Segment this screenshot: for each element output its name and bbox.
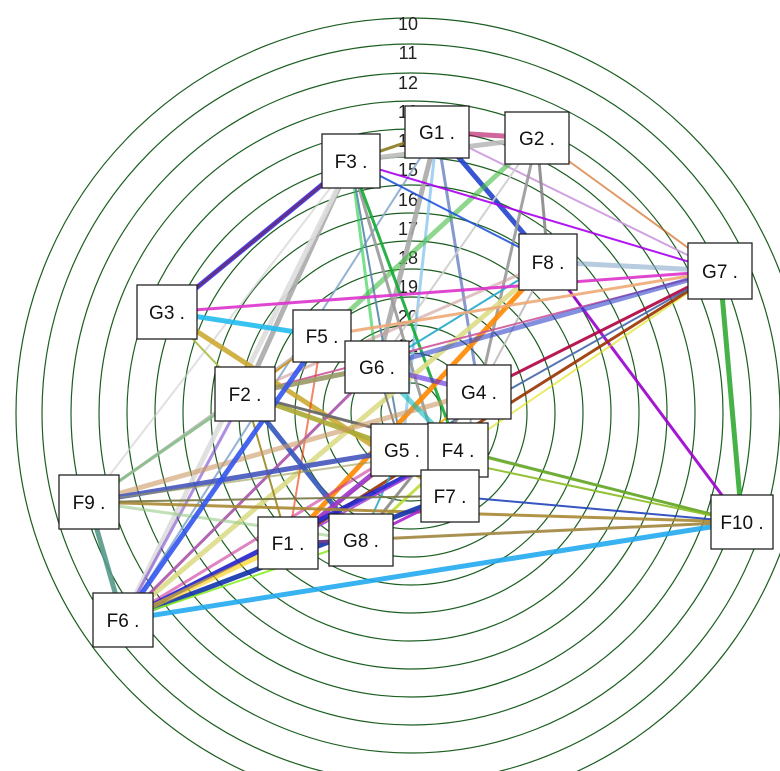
edge-f10-f6 xyxy=(120,519,745,623)
node-f7[interactable]: F7 . xyxy=(420,469,480,523)
node-f4[interactable]: F4 . xyxy=(427,422,489,478)
ring-3 xyxy=(98,100,724,726)
node-box xyxy=(446,364,512,420)
node-box xyxy=(687,242,753,300)
node-label: G8 . xyxy=(343,531,379,552)
edge-f2-f6 xyxy=(121,392,247,622)
node-box xyxy=(58,474,120,530)
node-label: G7 . xyxy=(702,262,738,283)
edge-g1-g4 xyxy=(435,130,481,394)
ring-label-10: 10 xyxy=(398,14,418,34)
edge-g4-f9 xyxy=(86,389,482,505)
node-label: F8 . xyxy=(532,253,565,274)
node-f6[interactable]: F6 . xyxy=(92,592,154,648)
node-f2[interactable]: F2 . xyxy=(214,366,276,422)
node-label: F9 . xyxy=(73,493,106,514)
node-label: G1 . xyxy=(419,123,455,144)
ring-label-16: 16 xyxy=(398,190,418,210)
node-box xyxy=(344,340,410,394)
node-f10[interactable]: F10 . xyxy=(710,494,774,550)
edge-g7-f4 xyxy=(457,270,721,451)
ring-label-11: 11 xyxy=(399,43,418,63)
node-box xyxy=(292,309,352,363)
node-g8[interactable]: G8 . xyxy=(328,513,394,567)
edge-g8-f6 xyxy=(122,539,362,621)
node-f8[interactable]: F8 . xyxy=(518,233,578,291)
nodes: G1 . G2 . F3 . F8 . G7 . G3 . F5 . G6 . F2 . G4 .… xyxy=(58,105,774,648)
node-label: F4 . xyxy=(442,441,475,462)
edge-g3-g7 xyxy=(165,269,722,314)
node-label: G6 . xyxy=(359,358,395,379)
edge-f3-f9 xyxy=(88,160,352,503)
node-label: F1 . xyxy=(272,534,305,555)
node-g1[interactable]: G1 . xyxy=(404,105,470,159)
edge-g1-g7 xyxy=(436,131,721,272)
node-box xyxy=(328,513,394,567)
node-box xyxy=(257,516,319,570)
ring-6 xyxy=(182,184,640,642)
edge-g2-g4 xyxy=(477,136,539,394)
node-label: G2 . xyxy=(519,129,555,150)
node-g3[interactable]: G3 . xyxy=(136,284,198,340)
ring-label-19: 19 xyxy=(398,277,418,297)
node-f1[interactable]: F1 . xyxy=(257,516,319,570)
node-box xyxy=(136,284,198,340)
ring-2 xyxy=(70,72,752,754)
node-box xyxy=(214,366,276,422)
edge-f3-g7 xyxy=(350,160,721,272)
node-label: F5 . xyxy=(306,327,339,348)
node-box xyxy=(404,105,470,159)
ring-label-12: 12 xyxy=(398,73,418,93)
node-box xyxy=(710,494,774,550)
node-box xyxy=(420,469,480,523)
node-f3[interactable]: F3 . xyxy=(321,133,381,189)
node-box xyxy=(504,111,570,165)
edge-f9-f7 xyxy=(88,495,451,503)
node-label: F10 . xyxy=(720,513,763,534)
node-label: F7 . xyxy=(434,487,467,508)
node-label: G4 . xyxy=(461,383,497,404)
ring-7 xyxy=(210,212,612,614)
edge-g6-f6 xyxy=(121,365,379,622)
node-label: G3 . xyxy=(149,303,185,324)
edge-g5-f9 xyxy=(86,447,405,505)
node-box xyxy=(92,592,154,648)
edge-g7-g4 xyxy=(477,269,722,394)
node-f9[interactable]: F9 . xyxy=(58,474,120,530)
edge-g2-f5 xyxy=(319,135,540,339)
edge-f6-f5 xyxy=(120,333,325,623)
edge-g1-f6 xyxy=(122,131,438,621)
node-label: F3 . xyxy=(335,152,368,173)
ring-0 xyxy=(15,17,780,771)
ring-1 xyxy=(41,43,780,771)
edge-g7-g6 xyxy=(374,268,723,370)
ring-label-15: 15 xyxy=(398,160,418,180)
node-g7[interactable]: G7 . xyxy=(687,242,753,300)
edge-f8-f10 xyxy=(546,260,744,524)
edge-f4-f10 xyxy=(456,448,744,524)
edge-f7-f10 xyxy=(449,495,743,523)
node-g4[interactable]: G4 . xyxy=(446,364,512,420)
node-label: G5 . xyxy=(384,441,420,462)
edge-g1-g6 xyxy=(374,129,440,370)
node-box xyxy=(370,423,434,477)
node-box xyxy=(321,133,381,189)
edge-g7-f5 xyxy=(320,269,722,338)
edge-g2-g6 xyxy=(376,137,538,368)
edge-f3-g6 xyxy=(349,159,379,369)
node-g5[interactable]: G5 . xyxy=(370,423,434,477)
node-box xyxy=(518,233,578,291)
node-label: F6 . xyxy=(107,611,140,632)
edge-g7-f10 xyxy=(717,268,745,525)
edge-f8-f6 xyxy=(120,259,551,623)
edge-f8-f1 xyxy=(285,259,551,546)
node-label: F2 . xyxy=(229,385,262,406)
edge-g3-f3 xyxy=(165,159,353,314)
node-g2[interactable]: G2 . xyxy=(504,111,570,165)
edge-f3-f8 xyxy=(350,160,549,263)
node-g6[interactable]: G6 . xyxy=(344,340,410,394)
edge-f3-g5 xyxy=(350,160,403,451)
node-f5[interactable]: F5 . xyxy=(292,309,352,363)
